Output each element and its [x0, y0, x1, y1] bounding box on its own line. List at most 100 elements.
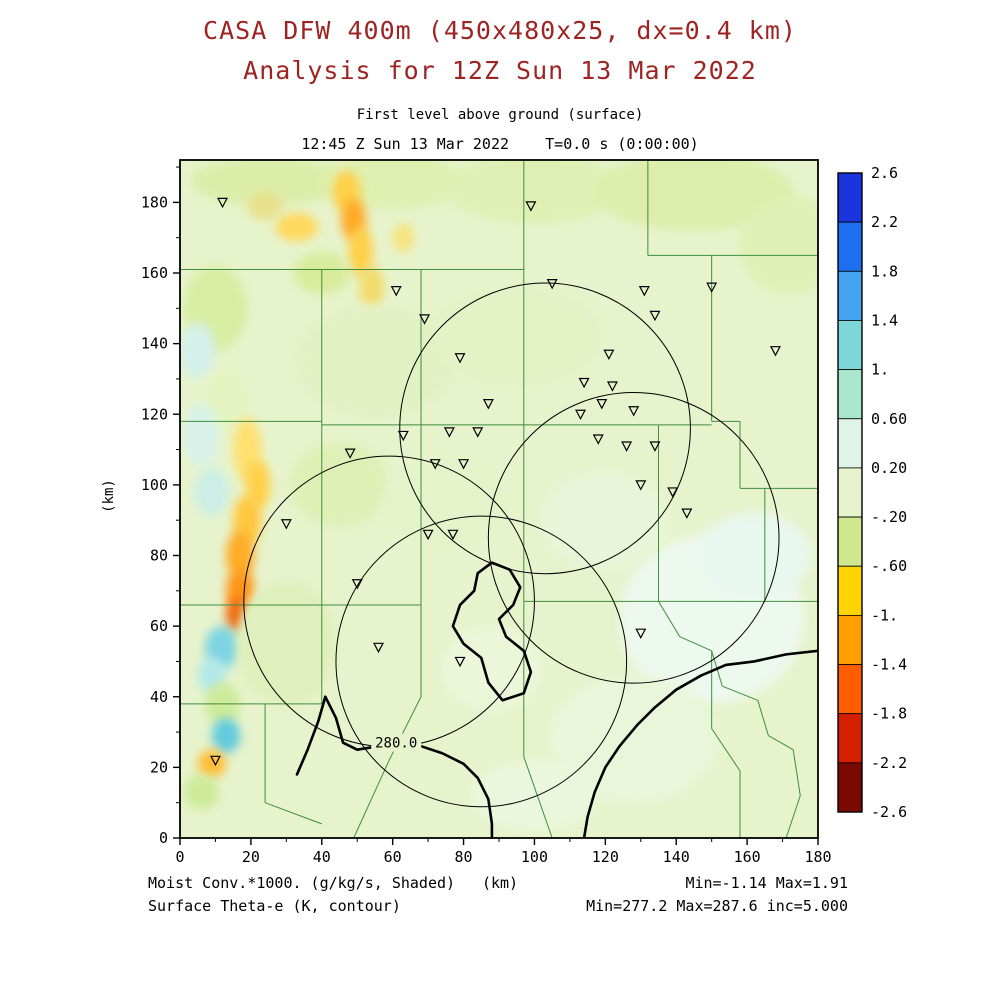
county-boundary-line: [785, 795, 801, 838]
station-triangle-marker: [603, 349, 615, 361]
station-triangle-marker: [681, 508, 693, 519]
shaded-region: [204, 626, 241, 669]
colorbar-segment: [837, 172, 863, 223]
station-triangle-marker: [769, 346, 781, 357]
shaded-region: [358, 265, 384, 309]
station-triangle-marker: [447, 529, 459, 541]
county-boundary-line: [768, 735, 794, 751]
radar-range-circle: [335, 515, 628, 808]
shaded-region: [442, 626, 542, 711]
station-triangle-marker: [482, 399, 494, 410]
station-triangle-marker: [280, 519, 292, 530]
station-triangle-marker: [575, 409, 587, 421]
y-tick-label: 60: [150, 617, 168, 635]
station-triangle-marker: [546, 278, 558, 290]
shaded-region: [296, 304, 453, 418]
shaded-region: [697, 513, 811, 598]
contour-label-mask: [371, 733, 422, 752]
colorbar-frame: [837, 172, 863, 813]
x-tick-label: 120: [592, 848, 619, 866]
shaded-region: [548, 675, 719, 803]
station-triangle-marker: [344, 448, 356, 459]
contour-value-label: 280.0: [375, 736, 417, 752]
shaded-region: [180, 322, 216, 379]
y-tick-label: 100: [141, 476, 168, 494]
station-triangle-marker: [649, 441, 661, 452]
shaded-region: [275, 212, 319, 242]
y-tick-label: 160: [141, 264, 168, 282]
county-boundary-line: [523, 756, 553, 838]
station-triangle-marker: [458, 459, 470, 470]
shaded-region: [541, 470, 670, 570]
shaded-region: [211, 717, 241, 754]
county-boundary-line: [711, 728, 741, 772]
y-tick-label: 40: [150, 688, 168, 706]
county-boundary-line: [353, 760, 390, 838]
y-tick-label: 0: [159, 829, 168, 847]
station-triangle-marker: [390, 286, 402, 297]
county-boundary-line: [679, 636, 712, 652]
shaded-region: [183, 403, 219, 468]
shaded-region: [382, 453, 510, 552]
contour-field-caption: Surface Theta-e (K, contour): [148, 897, 401, 915]
colorbar-segment: [837, 664, 863, 715]
colorbar-segment: [837, 614, 863, 665]
colorbar-level-label: -1.8: [871, 705, 907, 723]
y-tick-label: 140: [141, 335, 168, 353]
shaded-field-layer: 280.0: [180, 160, 818, 838]
station-triangle-marker: [525, 201, 537, 212]
theta-e-contour: [451, 561, 533, 702]
colorbar-segment: [837, 713, 863, 764]
page-subtitle-analysis: Analysis for 12Z Sun 13 Mar 2022: [243, 56, 757, 85]
station-triangle-marker: [351, 579, 363, 590]
colorbar-level-label: 1.8: [871, 262, 898, 280]
colorbar-segment: [837, 418, 863, 469]
colorbar-segment: [837, 565, 863, 616]
colorbar-segment: [837, 221, 863, 272]
county-boundary-line: [722, 685, 758, 701]
y-tick-label: 180: [141, 193, 168, 211]
shaded-region: [392, 223, 414, 252]
station-triangle-marker: [638, 286, 650, 297]
station-triangle-marker: [454, 353, 466, 364]
colorbar-segment: [837, 762, 863, 813]
x-tick-label: 0: [175, 848, 184, 866]
shaded-region: [289, 442, 390, 528]
shaded-region: [470, 760, 599, 831]
station-triangle-marker: [472, 427, 484, 438]
valid-time-label: 12:45 Z Sun 13 Mar 2022 T=0.0 s (0:00:00…: [301, 135, 699, 153]
y-tick-label: 80: [150, 547, 168, 565]
colorbar-segment: [837, 369, 863, 420]
colorbar-level-label: 1.4: [871, 311, 898, 329]
colorbar-segment: [837, 270, 863, 321]
colorbar-level-label: 2.6: [871, 164, 898, 182]
station-triangle-marker: [596, 399, 608, 410]
station-triangle-marker: [578, 377, 590, 389]
shaded-region: [197, 749, 227, 778]
radar-range-circle: [399, 282, 691, 575]
colorbar-level-label: 0.60: [871, 410, 907, 428]
station-triangle-marker: [621, 441, 633, 452]
station-triangle-marker: [635, 628, 647, 639]
y-tick-label: 120: [141, 405, 168, 423]
shaded-region: [348, 227, 374, 277]
shaded-region: [740, 195, 818, 295]
station-triangle-marker: [209, 755, 221, 767]
station-triangle-marker: [628, 406, 640, 417]
page-title: CASA DFW 400m (450x480x25, dx=0.4 km): [203, 16, 797, 45]
shaded-region: [204, 368, 248, 432]
station-triangle-marker: [422, 529, 434, 541]
x-tick-label: 40: [313, 848, 331, 866]
x-tick-label: 20: [242, 848, 260, 866]
x-tick-label: 80: [455, 848, 473, 866]
shaded-region: [445, 160, 624, 224]
shaded-region: [183, 774, 219, 810]
colorbar-level-label: -2.2: [871, 754, 907, 772]
radar-range-circle: [487, 392, 780, 684]
theta-e-contour: [582, 649, 818, 838]
x-tick-label: 180: [804, 848, 831, 866]
shaded-region: [236, 580, 336, 708]
county-boundary-line: [757, 700, 769, 736]
station-triangle-marker: [706, 282, 718, 293]
